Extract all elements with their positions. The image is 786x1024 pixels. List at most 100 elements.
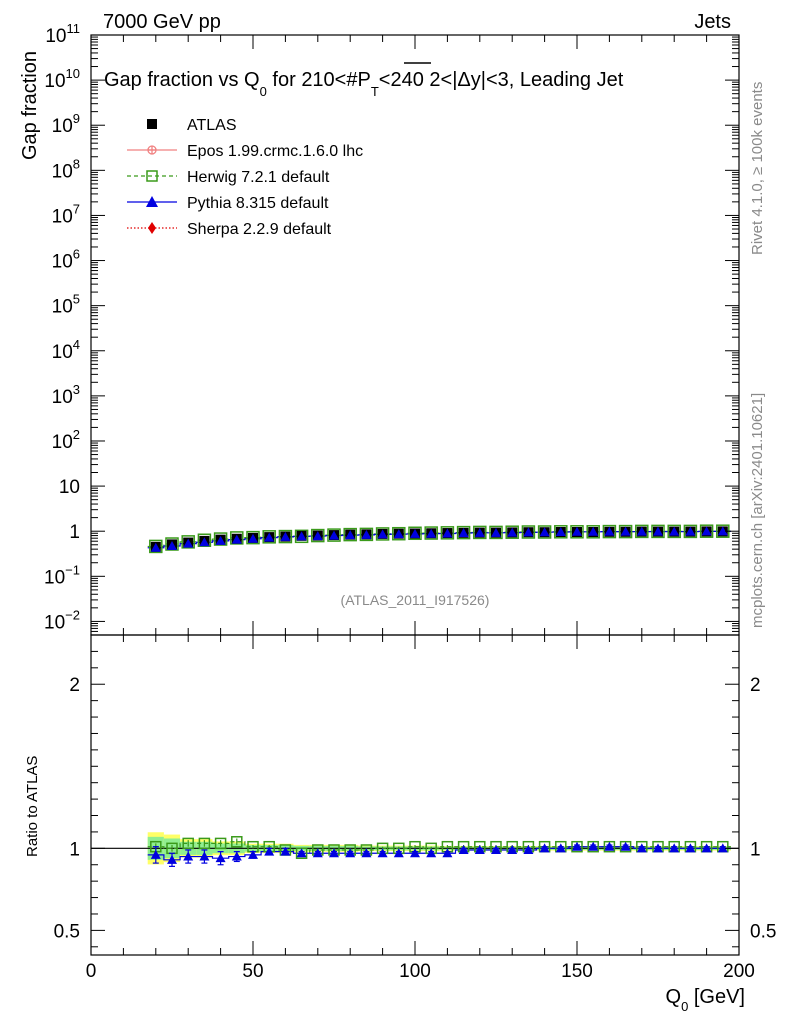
herwig-point [213, 532, 228, 546]
pythia-point [393, 529, 404, 539]
ratio-plot-area: 0.5 0.5 1 1 2 2 [54, 634, 776, 956]
herwig-ratio-point [198, 837, 211, 850]
pythia-point [717, 526, 728, 536]
pythia-ratio-point [167, 854, 177, 864]
ratio-y-tick-label-right: 0.5 [750, 921, 776, 942]
y-tick-label: 1 [69, 522, 80, 543]
title-pt-sub: T [371, 84, 379, 99]
pythia-ratio-point [669, 843, 680, 853]
pythia-ratio-point [653, 843, 663, 853]
ratio-plot-frame [90, 634, 740, 956]
pythia-point [199, 537, 210, 547]
pythia-ratio-point [701, 843, 712, 853]
pythia-point [215, 535, 226, 545]
pythia-point [150, 542, 161, 552]
y-tick-label: 1010 [44, 66, 80, 92]
legend-label: Epos 1.99.crmc.1.6.0 lhc [187, 143, 363, 160]
pythia-point [685, 526, 696, 536]
pythia-ratio-point [604, 841, 615, 851]
pythia-ratio-point [523, 844, 534, 854]
pythia-point [264, 532, 275, 542]
pythia-point [572, 526, 582, 536]
x-tick-label: 100 [399, 961, 431, 982]
y-tick-label: 109 [52, 111, 80, 137]
herwig-point [667, 524, 681, 539]
mcplots-source-label: mcplots.cern.ch [arXiv:2401.10621] [749, 393, 766, 628]
title-part-b: for 210<# [267, 69, 359, 91]
x-tick-label: 50 [242, 961, 263, 982]
x-axis-label-unit: [GeV] [688, 986, 745, 1008]
pythia-point [555, 527, 566, 537]
y-tick-label: 105 [52, 292, 80, 318]
herwig-point [197, 533, 212, 548]
legend-label: ATLAS [187, 117, 237, 134]
ratio-y-tick-label: 2 [69, 675, 80, 696]
pythia-point [539, 527, 550, 537]
herwig-point [651, 524, 665, 539]
pythia-ratio-point [377, 848, 388, 858]
pythia-point [442, 528, 453, 538]
herwig-point [699, 524, 714, 538]
herwig-point [489, 525, 503, 540]
herwig-point [375, 527, 390, 541]
legend-label: Pythia 8.315 default [187, 195, 329, 212]
pythia-ratio-point [507, 844, 518, 854]
pythia-point [231, 534, 242, 544]
y-axis-label: Gap fraction [19, 51, 41, 160]
pythia-ratio-point [572, 841, 582, 851]
herwig-point [618, 524, 633, 539]
pythia-point [280, 531, 291, 541]
pythia-ratio-point [264, 846, 275, 856]
x-axis-label-main: Q [666, 986, 682, 1008]
x-tick-label: 0 [86, 961, 97, 982]
pythia-point [345, 530, 356, 540]
herwig-point [570, 525, 584, 539]
herwig-point [181, 535, 195, 549]
pythia-point [167, 540, 177, 550]
herwig-point [473, 525, 487, 540]
y-tick-label: 10 [59, 477, 80, 498]
pythia-point [701, 526, 712, 536]
herwig-point [408, 526, 422, 541]
pythia-point [377, 529, 388, 539]
herwig-point [537, 525, 552, 539]
pythia-point [491, 527, 501, 537]
herwig-point [602, 524, 617, 539]
pythia-ratio-point [329, 848, 339, 858]
herwig-point [505, 525, 519, 539]
pythia-point [620, 526, 631, 536]
legend-entry: Pythia 8.315 default [127, 195, 329, 212]
herwig-point [262, 530, 276, 544]
y-tick-label: 108 [52, 156, 80, 182]
herwig-point [311, 528, 325, 543]
header-collision-label: 7000 GeV pp [103, 11, 221, 33]
x-axis-label-sub: 0 [681, 999, 688, 1014]
pythia-point [653, 526, 663, 536]
herwig-point [149, 539, 163, 554]
chart-title: Gap fraction vs Q0 for 210<#PT<240 2<|Δy… [104, 69, 624, 99]
herwig-point [230, 531, 244, 545]
pythia-ratio-point [183, 851, 194, 861]
title-part-c: <240 2<|Δy|<3, Leading Jet [379, 69, 624, 91]
herwig-point [424, 526, 438, 540]
title-pt-symbol: P [357, 69, 370, 91]
pythia-ratio-point [474, 844, 485, 854]
pythia-ratio-point [491, 844, 501, 854]
pythia-point [588, 526, 599, 536]
herwig-point [246, 530, 260, 545]
y-tick-label: 10−2 [44, 607, 80, 633]
pythia-ratio-point [410, 848, 420, 858]
legend-marker [146, 196, 158, 207]
pythia-ratio-point [620, 841, 631, 851]
pythia-point [474, 527, 485, 537]
y-tick-label: 106 [52, 247, 80, 273]
ratio-y-tick-label-right: 1 [750, 839, 761, 860]
herwig-point [165, 537, 179, 551]
legend-marker [147, 145, 157, 155]
herwig-point [440, 526, 455, 540]
legend-label: Sherpa 2.2.9 default [187, 221, 332, 238]
pythia-point [507, 527, 518, 537]
herwig-point [456, 525, 471, 540]
legend-entry: Sherpa 2.2.9 default [127, 221, 332, 238]
ratio-y-axis-label: Ratio to ATLAS [24, 756, 41, 857]
